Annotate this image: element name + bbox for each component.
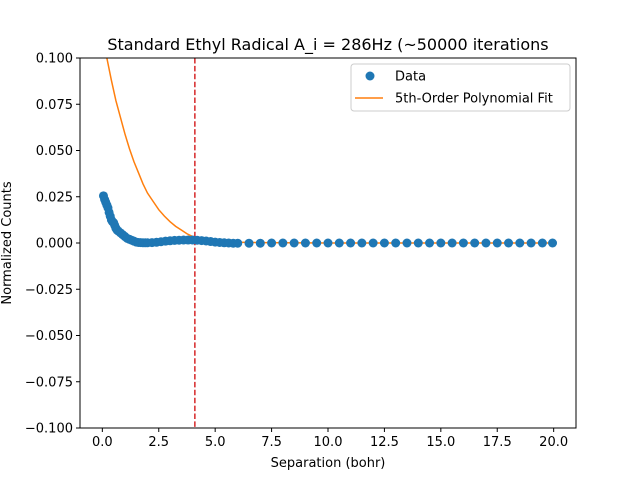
data-point	[458, 238, 468, 248]
data-point	[312, 238, 322, 248]
x-tick-label: 20.0	[539, 435, 568, 450]
y-tick-label: −0.050	[25, 329, 73, 344]
data-point	[425, 238, 435, 248]
data-point	[323, 238, 333, 248]
data-point	[504, 238, 514, 248]
data-point	[267, 238, 277, 248]
data-point	[334, 238, 344, 248]
y-tick-label: 0.100	[36, 52, 73, 67]
x-axis-label: Separation (bohr)	[271, 456, 386, 471]
y-tick-label: −0.025	[25, 283, 73, 298]
x-tick-label: 15.0	[426, 435, 455, 450]
data-point	[436, 238, 446, 248]
y-tick-label: 0.000	[36, 237, 73, 252]
y-tick-label: 0.075	[36, 98, 73, 113]
y-tick-label: −0.100	[25, 422, 73, 437]
data-point	[492, 238, 502, 248]
y-tick-label: 0.050	[36, 144, 73, 159]
data-point	[357, 238, 367, 248]
x-tick-label: 7.5	[261, 435, 282, 450]
data-point	[391, 238, 401, 248]
data-point	[289, 238, 299, 248]
data-point	[537, 238, 547, 248]
x-tick-label: 12.5	[370, 435, 399, 450]
legend-box	[350, 63, 571, 112]
data-point	[413, 238, 423, 248]
y-axis: −0.100 −0.075 −0.050 −0.025 0.000 0.025 0.050 0…	[25, 52, 80, 437]
y-axis-label: Normalized Counts	[0, 181, 15, 304]
data-point	[481, 238, 491, 248]
data-point	[255, 238, 265, 248]
data-point	[526, 238, 536, 248]
x-tick-label: 0.0	[92, 435, 113, 450]
data-point	[233, 238, 243, 248]
data-point	[379, 238, 389, 248]
x-tick-label: 17.5	[483, 435, 512, 450]
x-tick-label: 5.0	[205, 435, 226, 450]
x-tick-label: 2.5	[148, 435, 169, 450]
data-point	[346, 238, 356, 248]
data-point	[470, 238, 480, 248]
y-tick-label: 0.025	[36, 190, 73, 205]
y-tick-label: −0.075	[25, 375, 73, 390]
data-point	[244, 238, 254, 248]
data-point	[402, 238, 412, 248]
data-point	[368, 238, 378, 248]
plot-area	[98, 58, 558, 428]
data-point	[447, 238, 457, 248]
data-point	[548, 238, 558, 248]
x-axis: 0.0 2.5 5.0 7.5 10.0 12.5 15.0 17.5 20.0	[92, 428, 568, 450]
x-tick-label: 10.0	[314, 435, 343, 450]
data-point	[515, 238, 525, 248]
legend-label-fit: 5th-Order Polynomial Fit	[395, 92, 553, 107]
data-point	[278, 238, 288, 248]
chart-title: Standard Ethyl Radical A_i = 286Hz (~500…	[107, 35, 548, 55]
legend-marker-data	[365, 71, 375, 81]
data-point	[300, 238, 310, 248]
legend-label-data: Data	[395, 70, 426, 85]
legend: Data 5th-Order Polynomial Fit	[350, 63, 571, 112]
